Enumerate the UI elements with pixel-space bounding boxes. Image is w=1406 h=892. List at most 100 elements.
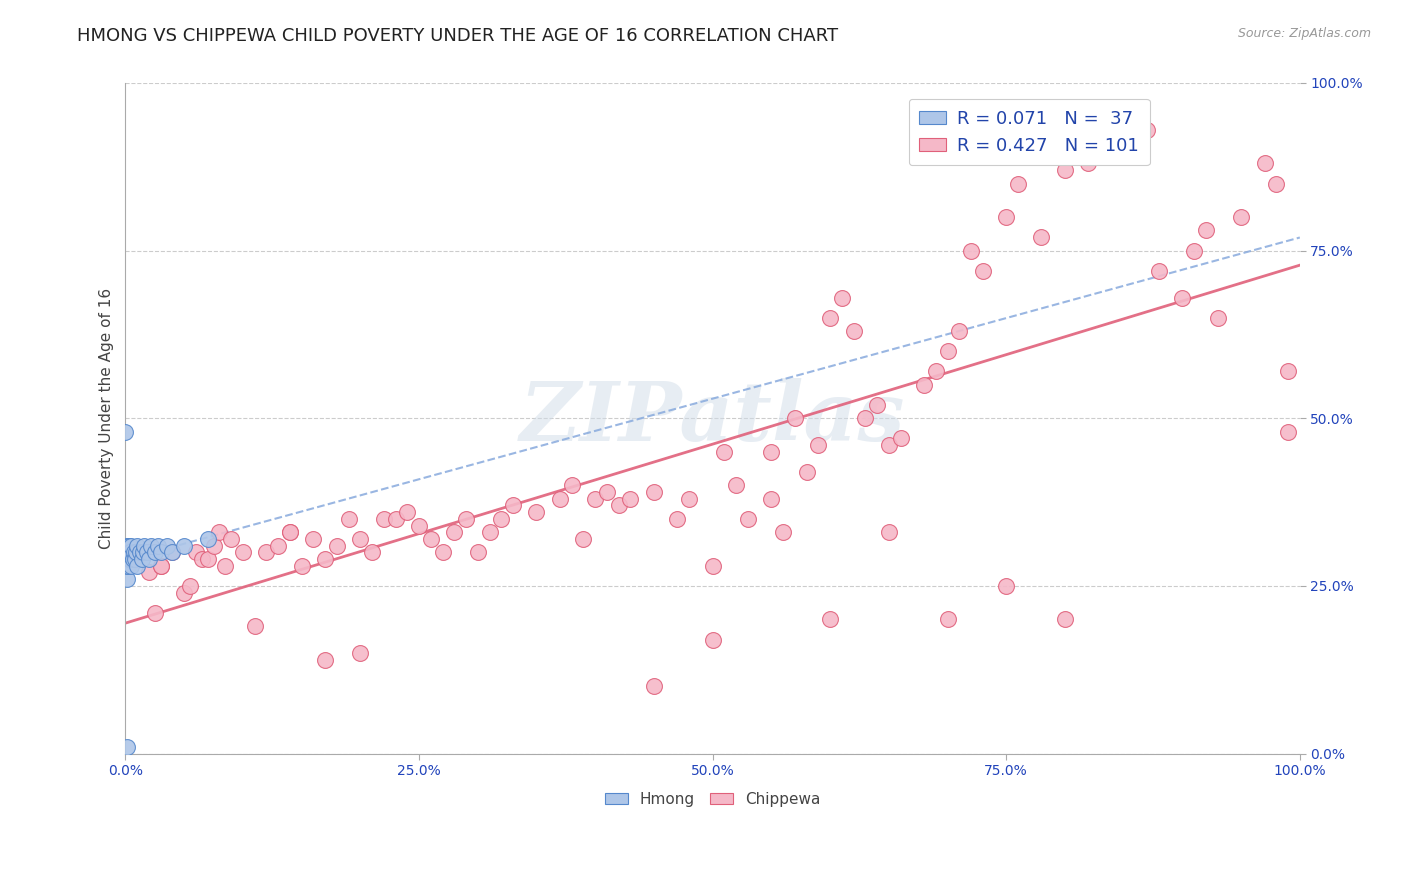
Point — [173, 585, 195, 599]
Point — [491, 512, 513, 526]
Point — [202, 539, 225, 553]
Point — [643, 680, 665, 694]
Point — [267, 539, 290, 553]
Point — [184, 545, 207, 559]
Point — [1136, 123, 1159, 137]
Legend: Hmong, Chippewa: Hmong, Chippewa — [599, 786, 827, 813]
Y-axis label: Child Poverty Under the Age of 16: Child Poverty Under the Age of 16 — [100, 287, 114, 549]
Point — [118, 539, 141, 553]
Point — [596, 485, 619, 500]
Point — [361, 545, 384, 559]
Point — [349, 532, 371, 546]
Text: HMONG VS CHIPPEWA CHILD POVERTY UNDER THE AGE OF 16 CORRELATION CHART: HMONG VS CHIPPEWA CHILD POVERTY UNDER TH… — [77, 27, 838, 45]
Point — [761, 491, 783, 506]
Point — [561, 478, 583, 492]
Point — [396, 505, 419, 519]
Point — [666, 512, 689, 526]
Point — [796, 465, 818, 479]
Point — [179, 579, 201, 593]
Point — [1112, 129, 1135, 144]
Point — [115, 545, 138, 559]
Point — [128, 545, 150, 559]
Point — [807, 438, 830, 452]
Point — [478, 525, 501, 540]
Point — [1182, 244, 1205, 258]
Point — [373, 512, 395, 526]
Point — [936, 344, 959, 359]
Point — [572, 532, 595, 546]
Point — [1206, 310, 1229, 325]
Point — [115, 739, 138, 754]
Point — [877, 438, 900, 452]
Point — [842, 324, 865, 338]
Point — [120, 545, 142, 559]
Point — [1171, 291, 1194, 305]
Point — [443, 525, 465, 540]
Point — [278, 525, 301, 540]
Point — [419, 532, 441, 546]
Point — [936, 612, 959, 626]
Point — [149, 558, 172, 573]
Point — [131, 552, 153, 566]
Point — [122, 545, 145, 559]
Point — [243, 619, 266, 633]
Point — [117, 539, 139, 553]
Point — [725, 478, 748, 492]
Point — [995, 579, 1018, 593]
Point — [1007, 177, 1029, 191]
Point — [1053, 163, 1076, 178]
Point — [118, 552, 141, 566]
Point — [1101, 143, 1123, 157]
Point — [1277, 425, 1299, 439]
Point — [214, 558, 236, 573]
Point — [877, 525, 900, 540]
Point — [149, 558, 172, 573]
Point — [114, 425, 136, 439]
Point — [314, 552, 336, 566]
Point — [302, 532, 325, 546]
Point — [138, 566, 160, 580]
Point — [125, 545, 148, 559]
Point — [132, 545, 155, 559]
Point — [1147, 263, 1170, 277]
Point — [141, 539, 163, 553]
Point — [1253, 156, 1275, 170]
Point — [208, 525, 231, 540]
Point — [1195, 223, 1218, 237]
Point — [912, 377, 935, 392]
Point — [1230, 210, 1253, 224]
Point — [326, 539, 349, 553]
Point — [314, 653, 336, 667]
Point — [115, 572, 138, 586]
Point — [118, 545, 141, 559]
Point — [120, 558, 142, 573]
Point — [291, 558, 314, 573]
Point — [143, 545, 166, 559]
Point — [454, 512, 477, 526]
Point — [713, 444, 735, 458]
Point — [197, 532, 219, 546]
Point — [191, 552, 214, 566]
Point — [866, 398, 889, 412]
Point — [1277, 364, 1299, 378]
Point — [467, 545, 489, 559]
Point — [115, 539, 138, 553]
Point — [583, 491, 606, 506]
Point — [349, 646, 371, 660]
Point — [548, 491, 571, 506]
Point — [115, 552, 138, 566]
Point — [254, 545, 277, 559]
Point — [232, 545, 254, 559]
Point — [149, 545, 172, 559]
Point — [1265, 177, 1288, 191]
Point — [818, 310, 841, 325]
Point — [162, 545, 184, 559]
Text: Source: ZipAtlas.com: Source: ZipAtlas.com — [1237, 27, 1371, 40]
Point — [384, 512, 406, 526]
Point — [143, 606, 166, 620]
Point — [197, 552, 219, 566]
Point — [173, 539, 195, 553]
Point — [761, 444, 783, 458]
Point — [783, 411, 806, 425]
Point — [619, 491, 641, 506]
